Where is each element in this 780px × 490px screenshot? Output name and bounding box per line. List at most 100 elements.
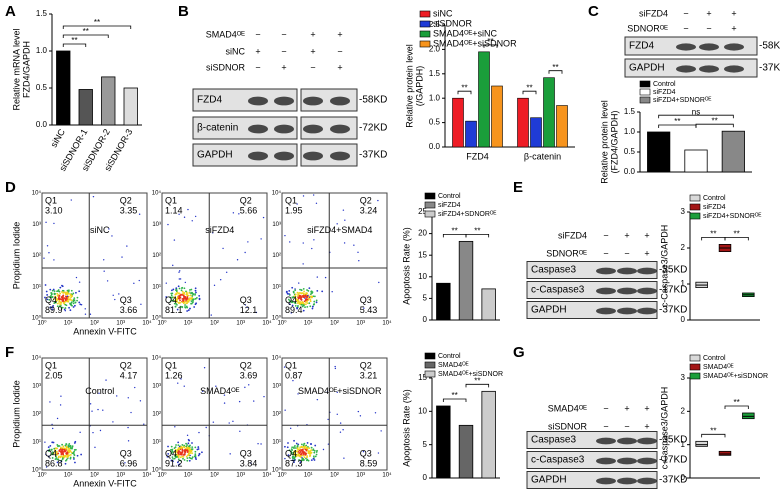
event-dot: [297, 443, 300, 446]
event-dot: [172, 457, 174, 460]
event-dot: [184, 306, 187, 309]
blot-frame: [192, 88, 298, 112]
legend-swatch: [639, 88, 651, 96]
event-dot: [185, 442, 187, 445]
event-dot: [97, 408, 99, 411]
flow-y-tick: 10²: [272, 253, 281, 259]
event-dot: [187, 447, 189, 450]
band-name: Caspase3: [531, 435, 576, 446]
event-dot: [53, 292, 56, 295]
event-dot: [196, 296, 198, 299]
event-dot: [247, 241, 249, 243]
event-dot: [44, 296, 46, 299]
event-dot: [71, 447, 73, 450]
bar: [436, 405, 451, 479]
flow-x-tick: 10³: [236, 473, 245, 479]
quadrant-name: Q1: [285, 360, 297, 370]
event-dot: [292, 379, 294, 382]
event-dot: [45, 466, 48, 468]
significance-bracket: [724, 405, 749, 409]
event-dot: [298, 282, 300, 284]
condition-sign: +: [255, 46, 260, 56]
flow-y-tick: 10¹: [152, 440, 161, 446]
condition-sign: −: [281, 46, 286, 56]
condition-label: siSDNOR: [548, 421, 588, 431]
event-dot: [311, 305, 314, 308]
flow-title: Control: [85, 386, 114, 396]
significance-label: **: [710, 426, 716, 435]
event-dot: [127, 440, 130, 442]
event-dot: [51, 306, 54, 309]
event-dot: [310, 449, 313, 451]
event-dot: [303, 451, 306, 454]
quadrant-value: 3.69: [240, 370, 258, 380]
event-dot: [62, 457, 64, 460]
bar: [721, 130, 745, 173]
event-dot: [305, 298, 308, 300]
event-dot: [78, 301, 81, 304]
event-dot: [198, 295, 201, 297]
condition-label: siSDNOR: [206, 62, 246, 72]
y-axis-label: c-Caspase3/GAPDH: [659, 387, 669, 470]
event-dot: [327, 418, 329, 421]
event-dot: [300, 459, 303, 462]
event-dot: [182, 454, 185, 456]
legend-label: siFZD4+SDNORᴼᴱ: [438, 211, 497, 218]
event-dot: [283, 366, 286, 368]
event-dot: [64, 454, 67, 457]
significance-bracket: [62, 43, 87, 47]
event-dot: [306, 289, 308, 291]
event-dot: [105, 379, 107, 381]
condition-sign: −: [255, 29, 260, 39]
event-dot: [305, 457, 307, 460]
event-dot: [55, 450, 58, 453]
event-dot: [70, 302, 72, 305]
event-dot: [102, 409, 104, 411]
event-dot: [180, 445, 183, 448]
event-dot: [342, 209, 345, 211]
y-tick-label: 1.0: [429, 93, 441, 102]
event-dot: [186, 294, 189, 297]
event-dot: [184, 281, 187, 284]
event-dot: [181, 444, 184, 446]
flow-title: siFZD4: [205, 225, 234, 235]
blot-band: [274, 124, 294, 134]
blot-band: [724, 65, 744, 73]
event-dot: [72, 456, 75, 459]
flow-x-tick: 10³: [356, 321, 365, 327]
band-name: c-Caspase3: [531, 455, 585, 466]
significance-label: **: [526, 83, 532, 92]
event-dot: [76, 296, 79, 299]
legend-label: siNC: [433, 8, 453, 18]
bar: [123, 87, 138, 126]
quadrant-value: 1.14: [165, 205, 183, 215]
event-dot: [58, 301, 60, 303]
event-dot: [377, 199, 379, 202]
event-dot: [324, 276, 327, 279]
event-dot: [194, 455, 197, 458]
event-dot: [374, 412, 377, 414]
event-dot: [65, 297, 68, 300]
event-dot: [194, 297, 197, 300]
condition-sign: +: [624, 403, 629, 413]
event-dot: [73, 453, 75, 455]
quadrant-name: Q1: [165, 360, 177, 370]
legend-label: SMAD4ᴼᴱ+siNC: [433, 28, 498, 38]
event-dot: [165, 296, 168, 298]
event-dot: [61, 284, 63, 287]
event-dot: [198, 297, 201, 300]
event-dot: [210, 314, 212, 316]
event-dot: [49, 296, 51, 298]
event-dot: [103, 270, 105, 272]
quadrant-name: Q2: [360, 195, 372, 205]
flow-x-tick: 10⁴: [142, 472, 152, 479]
event-dot: [178, 292, 180, 295]
event-dot: [186, 450, 189, 452]
y-tick-label: 25: [418, 207, 427, 216]
event-dot: [127, 397, 129, 399]
y-tick-label: 1: [681, 279, 686, 288]
y-tick-label: 1.5: [429, 69, 441, 78]
event-dot: [342, 429, 344, 431]
event-dot: [55, 298, 58, 301]
quadrant-name: Q3: [240, 449, 252, 459]
